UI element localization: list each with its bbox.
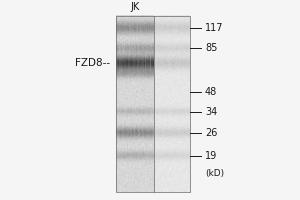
Text: 34: 34 xyxy=(205,107,217,117)
Text: 117: 117 xyxy=(205,23,224,33)
Text: (kD): (kD) xyxy=(205,169,224,178)
Text: 48: 48 xyxy=(205,87,217,97)
Text: 85: 85 xyxy=(205,43,217,53)
Bar xyxy=(116,16,190,192)
Text: 26: 26 xyxy=(205,128,217,138)
Text: 19: 19 xyxy=(205,151,217,161)
Text: JK: JK xyxy=(130,2,140,12)
Text: FZD8--: FZD8-- xyxy=(75,58,110,68)
